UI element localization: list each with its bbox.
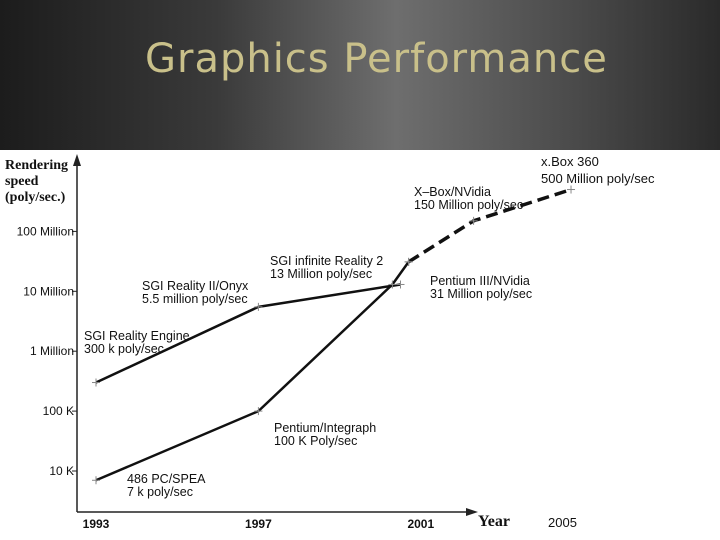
slide-title: Graphics Performance (145, 36, 608, 82)
point-label: Pentium III/NVidia 31 Million poly/sec (430, 274, 532, 301)
data-point (254, 407, 263, 416)
title-banner: Graphics Performance (0, 0, 720, 150)
x-tick-label: 2001 (407, 517, 434, 531)
y-tick-label: 10 Million (23, 284, 74, 298)
point-label: X–Box/NVidia 150 Million poly/sec (414, 185, 523, 212)
x-axis-title: Year (478, 513, 510, 530)
x-tick-label: 1997 (245, 517, 272, 531)
xbox360-annotation: x.Box 360 500 Million poly/sec (541, 154, 655, 186)
series-line-1 (95, 261, 410, 482)
data-point (567, 185, 576, 194)
data-point (396, 280, 405, 289)
point-label: Pentium/Integraph 100 K Poly/sec (274, 421, 376, 448)
point-label: 486 PC/SPEA 7 k poly/sec (127, 472, 206, 499)
performance-chart: 10 K 100 K 1 Million 10 Million 100 Million 1… (17, 154, 576, 531)
data-point (404, 257, 413, 266)
point-label: SGI Reality II/Onyx 5.5 million poly/sec (142, 279, 249, 306)
point-label: SGI infinite Reality 2 13 Million poly/se… (270, 254, 383, 281)
x-tick-2005: 2005 (548, 515, 577, 530)
point-label: SGI Reality Engine 300 k poly/sec (84, 329, 190, 356)
y-tick-label: 100 K (43, 404, 74, 418)
y-tick-label: 100 Million (17, 224, 74, 238)
data-point (92, 378, 100, 387)
data-point (469, 216, 478, 225)
data-point (254, 302, 263, 311)
x-axis-arrow (466, 508, 478, 516)
x-tick-label: 1993 (83, 517, 110, 531)
y-axis-arrow (73, 154, 81, 166)
y-axis-title: Rendering speed (poly/sec.) (5, 158, 68, 205)
data-point (388, 280, 397, 289)
data-point (92, 476, 100, 485)
y-tick-label: 10 K (49, 464, 74, 478)
y-tick-label: 1 Million (30, 344, 74, 358)
